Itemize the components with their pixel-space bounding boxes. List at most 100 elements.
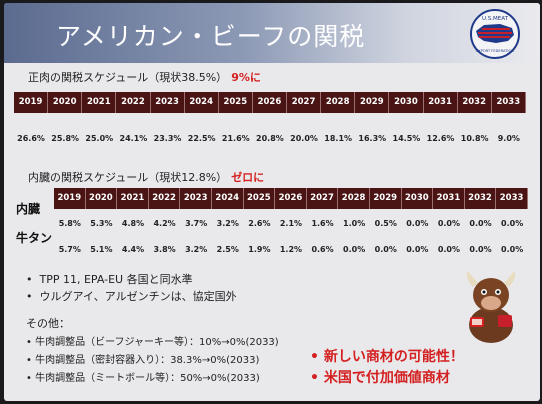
- rate-cell: 0.0%: [469, 245, 492, 254]
- rate-cell: 1.2%: [279, 245, 303, 254]
- year-cell: 2025: [219, 92, 253, 113]
- rate-cell: 12.6%: [426, 134, 455, 143]
- bullet-list: • TPP 11, EPA-EU 各国と同水準 • ウルグアイ、アルゼンチンは、…: [26, 271, 237, 305]
- rate-cell: 9.0%: [497, 134, 520, 143]
- svg-text:EXPORT FEDERATION: EXPORT FEDERATION: [476, 49, 514, 53]
- year-cell: 2022: [116, 92, 151, 113]
- slide-title: アメリカン・ビーフの関税: [56, 22, 366, 51]
- rate-cell: 0.0%: [406, 245, 429, 254]
- rate-cell: 5.7%: [58, 245, 81, 254]
- year-cell: 2032: [465, 188, 497, 209]
- year-cell: 2026: [253, 92, 287, 113]
- rate-cell: 0.0%: [343, 245, 366, 254]
- muscle-label-text: 正肉の関税スケジュール（現状38.5%）: [28, 71, 228, 84]
- rate-cell: 18.1%: [324, 134, 353, 143]
- year-cell: 2020: [48, 92, 83, 113]
- other-item: • 牛肉調整品（ビーフジャーキー等）：10%→0%(2033): [26, 337, 279, 348]
- year-cell: 2020: [86, 188, 118, 209]
- bullet-item: • TPP 11, EPA-EU 各国と同水準: [26, 273, 193, 286]
- rate-cell: 4.2%: [153, 219, 176, 228]
- other-item: • 牛肉調整品（密封容器入り）：38.3%→0%(2033): [26, 355, 260, 366]
- offal-label-text: 内臓の関税スケジュール（現状12.8%）: [28, 171, 228, 184]
- cow-mascot-icon: [466, 271, 516, 343]
- rate-cell: 24.1%: [119, 134, 148, 143]
- rate-cell: 0.5%: [374, 219, 397, 228]
- callout-value-added: • 米国で付加価値商材: [310, 370, 450, 386]
- year-cell: 2022: [149, 188, 181, 209]
- rate-cell: 0.0%: [406, 219, 429, 228]
- rate-cell: 5.3%: [90, 219, 113, 228]
- rate-cell: 3.8%: [153, 245, 176, 254]
- rate-cell: 20.0%: [290, 134, 318, 143]
- rate-cell: 3.2%: [216, 219, 239, 228]
- year-cell: 2027: [307, 188, 339, 209]
- year-cell: 2032: [458, 92, 492, 113]
- year-cell: 2030: [402, 188, 434, 209]
- rate-cell: 1.6%: [311, 219, 334, 228]
- year-cell: 2025: [244, 188, 276, 209]
- rate-cell: 0.6%: [311, 245, 334, 254]
- muscle-year-header: 2019 2020 2021 2022 2023 2024 2025 2026 2027 2028…: [14, 92, 526, 113]
- year-cell: 2024: [212, 188, 244, 209]
- muscle-section-label: 正肉の関税スケジュール（現状38.5%） 9%に: [28, 69, 261, 85]
- other-heading: その他：: [26, 317, 70, 330]
- year-cell: 2023: [151, 92, 185, 113]
- year-cell: 2031: [433, 188, 465, 209]
- rate-cell: 3.7%: [185, 219, 208, 228]
- rate-cell: 22.5%: [187, 134, 216, 143]
- rate-cell: 5.8%: [58, 219, 81, 228]
- year-cell: 2029: [355, 92, 390, 113]
- rate-cell: 4.4%: [121, 245, 145, 254]
- offal-target-text: ゼロに: [231, 171, 265, 184]
- offal-section-label: 内臓の関税スケジュール（現状12.8%） ゼロに: [28, 169, 264, 185]
- other-item: • 牛肉調整品（ミートボール等）：50%→0%(2033): [26, 373, 260, 384]
- svg-text:U.S.MEAT: U.S.MEAT: [482, 16, 509, 22]
- year-cell: 2021: [82, 92, 117, 113]
- offal-row-label: 内臓: [16, 202, 41, 216]
- rate-cell: 0.0%: [374, 245, 397, 254]
- rate-cell: 25.8%: [51, 134, 80, 143]
- year-cell: 2026: [275, 188, 307, 209]
- year-cell: 2027: [287, 92, 322, 113]
- rate-cell: 0.0%: [469, 219, 492, 228]
- year-cell: 2031: [424, 92, 458, 113]
- rate-cell: 20.8%: [256, 134, 284, 143]
- rate-cell: 0.0%: [437, 245, 461, 254]
- rate-cell: 5.1%: [90, 245, 113, 254]
- year-cell: 2028: [338, 188, 370, 209]
- rate-cell: 0.0%: [501, 245, 524, 254]
- rate-cell: 14.5%: [392, 134, 421, 143]
- rate-cell: 3.2%: [185, 245, 208, 254]
- rate-cell: 0.0%: [501, 219, 524, 228]
- offal-year-header: 2019 2020 2021 2022 2023 2024 2025 2026 2027 2028…: [54, 188, 528, 209]
- title-bar: アメリカン・ビーフの関税 U.S.MEAT EXPORT FEDERATION: [4, 3, 540, 63]
- rate-cell: 10.8%: [460, 134, 489, 143]
- year-cell: 2024: [185, 92, 219, 113]
- callout-new-products: • 新しい商材の可能性！: [310, 349, 464, 365]
- rate-cell: 16.3%: [358, 134, 387, 143]
- offal-rate-row: 5.8% 5.3% 4.8% 4.2% 3.7% 3.2% 2.6% 2.1% 1.6% 1.0%…: [54, 219, 528, 228]
- rate-cell: 4.8%: [121, 219, 145, 228]
- rate-cell: 1.0%: [343, 219, 366, 228]
- year-cell: 2033: [496, 188, 528, 209]
- year-cell: 2019: [54, 188, 86, 209]
- presentation-slide: アメリカン・ビーフの関税 U.S.MEAT EXPORT FEDERATION …: [4, 3, 540, 401]
- year-cell: 2023: [180, 188, 212, 209]
- year-cell: 2029: [370, 188, 402, 209]
- rate-cell: 2.1%: [279, 219, 303, 228]
- tongue-row-label: 牛タン: [16, 231, 53, 245]
- rate-cell: 25.0%: [85, 134, 114, 143]
- bullet-item: • ウルグアイ、アルゼンチンは、協定国外: [26, 290, 237, 303]
- year-cell: 2021: [117, 188, 149, 209]
- year-cell: 2030: [389, 92, 424, 113]
- rate-cell: 26.6%: [17, 134, 45, 143]
- year-cell: 2019: [14, 92, 49, 113]
- year-cell: 2033: [492, 92, 526, 113]
- rate-cell: 2.6%: [248, 219, 271, 228]
- year-cell: 2028: [321, 92, 356, 113]
- rate-cell: 23.3%: [153, 134, 182, 143]
- muscle-rate-row: 26.6% 25.8% 25.0% 24.1% 23.3% 22.5% 21.6% 20.8%…: [14, 134, 526, 143]
- rate-cell: 0.0%: [437, 219, 461, 228]
- rate-cell: 2.5%: [216, 245, 239, 254]
- tongue-rate-row: 5.7% 5.1% 4.4% 3.8% 3.2% 2.5% 1.9% 1.2% 0.6% 0.0%…: [54, 245, 528, 254]
